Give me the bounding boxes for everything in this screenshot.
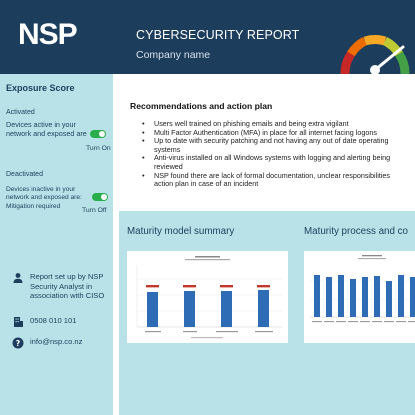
activated-toggle[interactable] — [90, 130, 106, 138]
contact-email: ? info@nsp.co.nz — [12, 337, 82, 349]
recommendations-list: Users well trained on phishing emails an… — [142, 120, 415, 189]
nsp-logo: NSP — [18, 18, 78, 51]
exposure-score-title: Exposure Score — [6, 83, 75, 93]
maturity-summary-title: Maturity model summary — [127, 226, 235, 237]
recommendation-item: Users well trained on phishing emails an… — [142, 120, 415, 129]
logo-band: NSP — [0, 0, 113, 74]
report-author-text: Report set up by NSP Security Analyst in… — [30, 272, 105, 301]
report-author: Report set up by NSP Security Analyst in… — [12, 272, 112, 301]
report-header: CYBERSECURITY REPORT Company name — [113, 0, 415, 74]
recommendation-item-continued: reviewed — [154, 161, 183, 171]
activated-heading: Activated — [6, 109, 35, 116]
maturity-summary-chart — [127, 251, 288, 343]
recommendation-item: NSP found there are lack of formal docum… — [142, 171, 415, 181]
gauge-meter-icon — [340, 35, 410, 74]
recommendation-item-continued: action plan in case of an incident — [154, 179, 259, 189]
building-icon — [14, 317, 23, 327]
recommendation-item: Multi Factor Authentication (MFA) in pla… — [142, 128, 415, 138]
deactivated-toggle[interactable] — [92, 193, 108, 201]
maturity-process-chart-graphic — [310, 255, 415, 323]
maturity-process-title: Maturity process and co — [304, 226, 409, 237]
company-name: Company name — [136, 49, 211, 61]
phone-number[interactable]: 0508 010 101 — [30, 316, 77, 325]
recommendations-title: Recommendations and action plan — [130, 101, 273, 111]
recommendation-item-continued: systems — [154, 144, 181, 154]
svg-text:?: ? — [16, 339, 21, 348]
activated-description: Devices active in your network and expos… — [6, 120, 87, 138]
recommendation-item: Anti-virus installed on all Windows syst… — [142, 154, 415, 163]
report-title: CYBERSECURITY REPORT — [136, 28, 300, 42]
maturity-summary-chart-graphic — [136, 256, 282, 339]
deactivated-heading: Deactivated — [6, 171, 43, 178]
recommendation-item: Up to date with security patching and no… — [142, 137, 415, 146]
person-icon — [13, 273, 23, 283]
help-circle-icon: ? — [12, 337, 24, 349]
turn-on-label: Turn On — [86, 145, 111, 152]
maturity-process-chart — [304, 251, 415, 343]
deactivated-description: Devices inactive in your network and exp… — [6, 186, 82, 210]
turn-off-label: Turn Off — [82, 207, 107, 214]
email-address[interactable]: info@nsp.co.nz — [30, 337, 83, 346]
maturity-panel: Maturity model summary Maturity process … — [119, 211, 415, 415]
contact-phone: 0508 010 101 — [12, 316, 76, 328]
